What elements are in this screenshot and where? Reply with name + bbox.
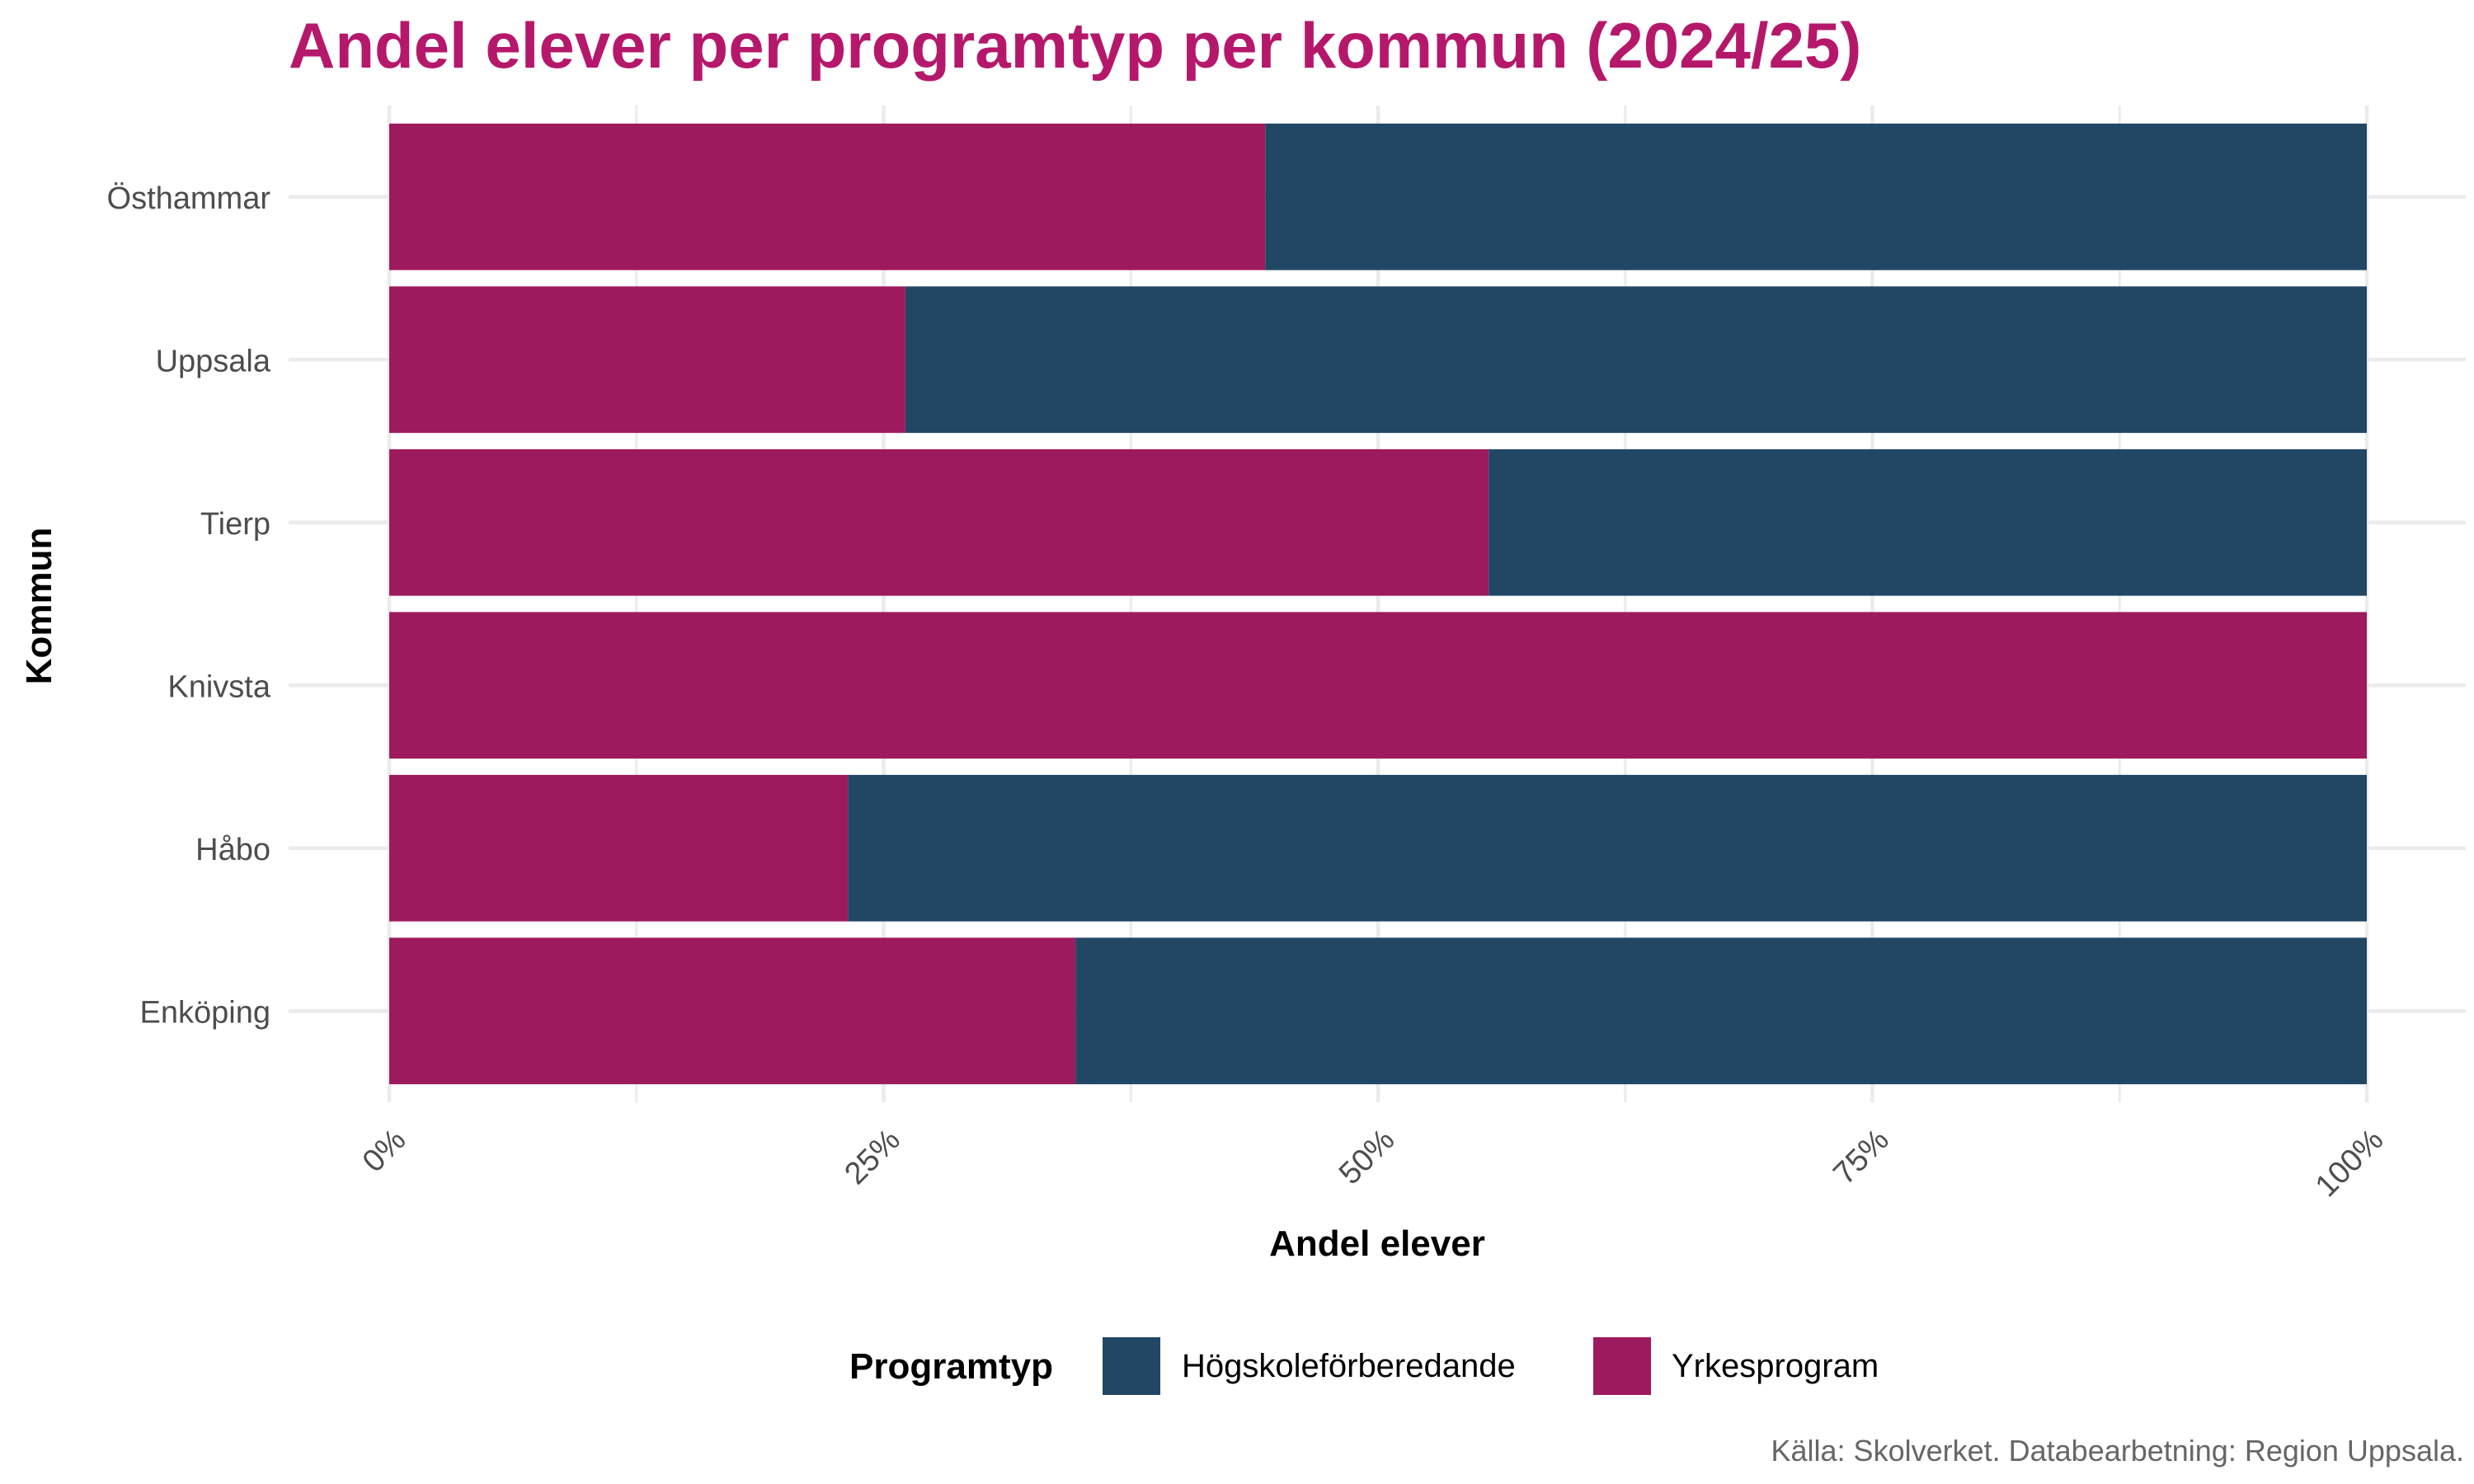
bar-hogskole-0: Östhammar – Högskoleförberedande: 55.7% [1265, 123, 2367, 270]
y-tick-label: Östhammar [107, 181, 271, 216]
legend: Programtyp Högskoleförberedande Yrkespro… [849, 1337, 1879, 1395]
y-axis-title: Kommun [19, 528, 59, 685]
legend-swatch-hogskole [1103, 1337, 1160, 1395]
bar-hogskole-5: Enköping – Högskoleförberedande: 65.3% [1075, 937, 2367, 1085]
bar-yrkesprogram-4: Håbo – Yrkesprogram: 23.2% [389, 774, 849, 922]
bar-yrkesprogram-5: Enköping – Yrkesprogram: 34.7% [389, 937, 1076, 1085]
bars: Östhammar – Yrkesprogram: 44.3%Östhammar… [389, 123, 2367, 1085]
caption: Källa: Skolverket. Databearbetning: Regi… [1771, 1434, 2465, 1468]
y-tick-label: Knivsta [167, 669, 270, 704]
x-tick-label: 25% [838, 1123, 906, 1191]
bar-hogskole-2: Tierp – Högskoleförberedande: 44.4% [1489, 448, 2367, 596]
y-tick-label: Enköping [140, 995, 270, 1030]
chart-title: Andel elever per programtyp per kommun (… [289, 9, 1861, 82]
x-tick-label: 75% [1827, 1123, 1895, 1191]
bar-yrkesprogram-1: Uppsala – Yrkesprogram: 26.1% [389, 286, 905, 434]
legend-label-hogskole: Högskoleförberedande [1182, 1348, 1516, 1384]
bar-yrkesprogram-3: Knivsta – Yrkesprogram: 100% [389, 612, 2367, 759]
y-tick-label: Uppsala [156, 344, 271, 378]
bar-hogskole-4: Håbo – Högskoleförberedande: 76.8% [848, 774, 2367, 922]
legend-title: Programtyp [849, 1346, 1053, 1387]
y-tick-label: Tierp [200, 507, 270, 542]
bar-yrkesprogram-0: Östhammar – Yrkesprogram: 44.3% [389, 123, 1266, 270]
bar-yrkesprogram-2: Tierp – Yrkesprogram: 55.6% [389, 448, 1489, 596]
x-tick-label: 0% [356, 1123, 413, 1180]
bar-hogskole-1: Uppsala – Högskoleförberedande: 73.9% [905, 286, 2367, 434]
x-tick-label: 50% [1333, 1123, 1401, 1191]
legend-swatch-yrkesprogram [1593, 1337, 1651, 1395]
legend-label-yrkesprogram: Yrkesprogram [1672, 1348, 1879, 1384]
y-tick-label: Håbo [195, 833, 270, 867]
x-axis-title: Andel elever [1269, 1223, 1485, 1264]
x-tick-label: 100% [2309, 1123, 2390, 1204]
